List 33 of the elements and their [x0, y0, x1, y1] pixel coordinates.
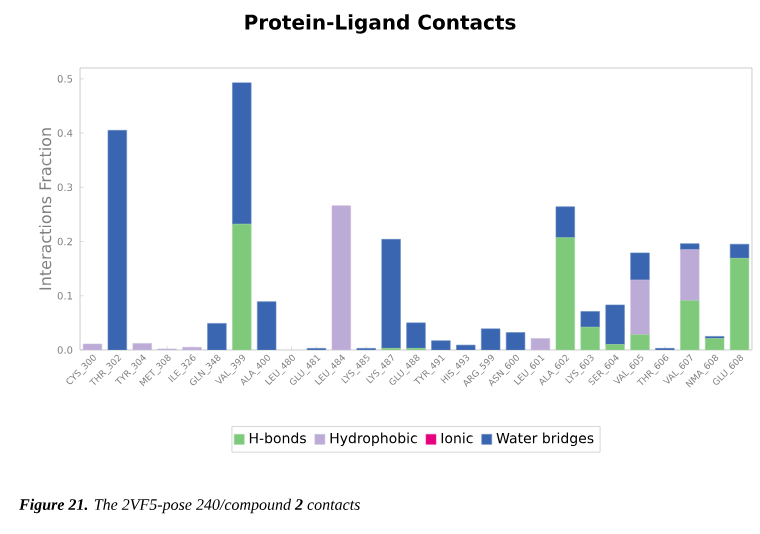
bar: [605, 344, 625, 350]
bar: [232, 82, 252, 225]
bar: [207, 323, 227, 350]
bar: [331, 205, 351, 350]
bar: [505, 332, 526, 350]
bar: [630, 279, 650, 336]
bar: [132, 343, 152, 350]
y-axis-title: Interactions Fraction: [38, 128, 52, 290]
bar: [680, 243, 700, 250]
bar: [705, 338, 725, 350]
bar: [381, 239, 401, 349]
bar: [630, 334, 650, 350]
bar: [530, 338, 551, 350]
bar: [630, 252, 650, 281]
bar: [431, 340, 451, 350]
text: Figure 21. The 2VF5-pose 240/compound 2 contacts: [19, 498, 360, 514]
bar: [555, 206, 575, 239]
bar: [580, 326, 600, 350]
bar: [580, 311, 600, 328]
bar: [481, 328, 501, 350]
bar: [456, 344, 476, 350]
bar: [82, 343, 103, 350]
bar: [107, 130, 127, 350]
bar: [555, 237, 575, 350]
bar: [680, 300, 700, 350]
bar: [232, 223, 252, 350]
chart-title: Protein-Ligand Contacts: [245, 14, 516, 34]
bar: [680, 249, 700, 301]
bar: [257, 301, 277, 350]
bar: [406, 322, 426, 349]
bar: [605, 304, 625, 345]
bar: [729, 258, 750, 350]
bar: [729, 243, 750, 259]
